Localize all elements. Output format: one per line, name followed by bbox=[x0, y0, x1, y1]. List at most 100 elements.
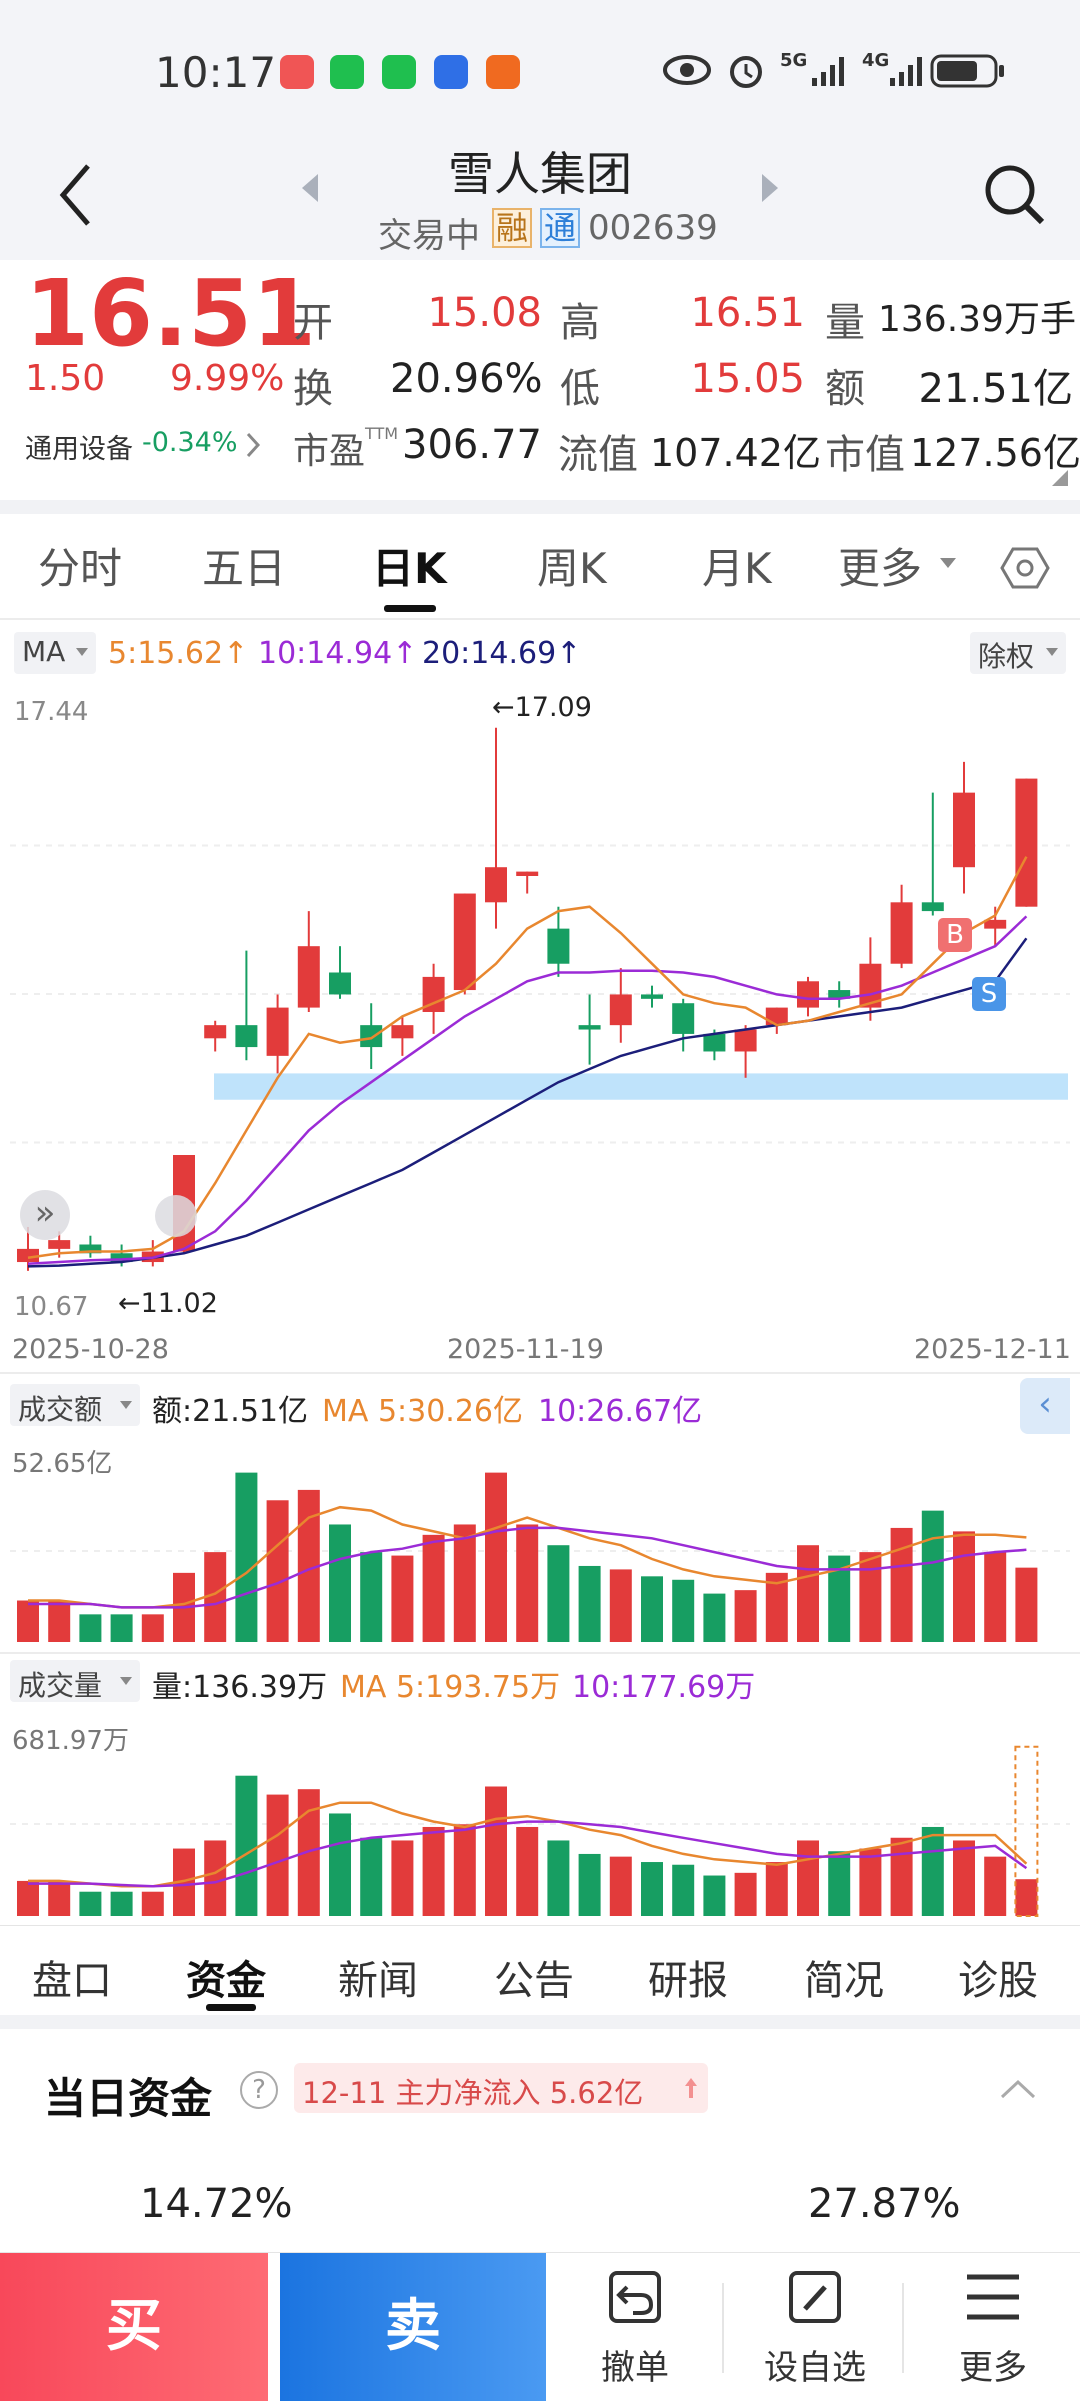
volume-bar-24 bbox=[765, 1862, 788, 1916]
volume-dropdown-icon bbox=[120, 1677, 132, 1685]
expand-chart-icon[interactable]: » bbox=[20, 1190, 70, 1240]
volume-bar-chart[interactable] bbox=[0, 1712, 1080, 1924]
sector-chevron-icon[interactable] bbox=[244, 430, 262, 460]
volume-bar-10 bbox=[329, 1813, 351, 1916]
tab-monthly-k[interactable]: 月K bbox=[702, 544, 772, 593]
volume-bar-25 bbox=[797, 1840, 819, 1916]
volume-bar-13 bbox=[422, 1826, 445, 1916]
candle-body-20 bbox=[641, 994, 663, 999]
bottom-divider-2 bbox=[902, 2283, 904, 2373]
more-dropdown-icon[interactable] bbox=[940, 558, 956, 570]
tab-intraday[interactable]: 分时 bbox=[38, 544, 123, 593]
sector-pct[interactable]: -0.34% bbox=[142, 427, 238, 458]
price-change: 1.50 bbox=[25, 358, 106, 399]
sector-name[interactable]: 通用设备 bbox=[25, 434, 133, 465]
stock-header: 雪人集团 交易中 融 通 002639 bbox=[0, 130, 1080, 260]
next-stock-icon[interactable] bbox=[758, 170, 782, 206]
amount-bar-26 bbox=[828, 1555, 851, 1642]
volume-ma10-readout: 10:177.69万 bbox=[572, 1670, 756, 1705]
ma-dropdown-icon bbox=[76, 648, 88, 656]
edit-icon bbox=[789, 2271, 841, 2323]
tab-diagnosis[interactable]: 诊股 bbox=[958, 1958, 1038, 2004]
stock-code: 002639 bbox=[588, 208, 718, 248]
volume-bar-16 bbox=[516, 1826, 539, 1916]
collapse-chevron-icon[interactable] bbox=[998, 2077, 1038, 2101]
amount-bar-0 bbox=[17, 1600, 39, 1642]
collapse-panel-icon[interactable]: ‹ bbox=[1020, 1378, 1070, 1434]
tab-orderbook[interactable]: 盘口 bbox=[32, 1958, 112, 2004]
tab-weekly-k[interactable]: 周K bbox=[537, 544, 607, 593]
amount-bar-11 bbox=[360, 1552, 383, 1642]
tab-research[interactable]: 研报 bbox=[648, 1958, 728, 2004]
volume-bar-17 bbox=[547, 1840, 570, 1916]
amount-bar-15 bbox=[485, 1472, 507, 1642]
volume-bar-15 bbox=[485, 1786, 507, 1916]
tab-news[interactable]: 新闻 bbox=[338, 1958, 418, 2004]
candle-body-14 bbox=[453, 893, 476, 991]
cancel-order-button[interactable]: 撤单 bbox=[560, 2267, 710, 2389]
candle-body-24 bbox=[765, 1007, 788, 1026]
search-icon[interactable] bbox=[980, 160, 1050, 230]
turnover-value: 20.96% bbox=[390, 356, 543, 402]
candle-body-31 bbox=[984, 919, 1007, 929]
amount-bar-10 bbox=[329, 1524, 351, 1642]
adjust-selector[interactable]: 除权 bbox=[970, 632, 1066, 674]
add-watchlist-button[interactable]: 设自选 bbox=[740, 2267, 890, 2389]
amount-indicator-selector[interactable]: 成交额 bbox=[10, 1384, 140, 1426]
candle-body-19 bbox=[609, 994, 632, 1026]
cancel-order-label: 撤单 bbox=[601, 2348, 669, 2388]
candle-body-18 bbox=[578, 1025, 601, 1030]
ma-selector[interactable]: MA bbox=[14, 632, 96, 674]
float-cap-label: 流值 bbox=[558, 432, 638, 478]
price-change-pct: 9.99% bbox=[170, 358, 285, 399]
amount-bar-21 bbox=[672, 1579, 695, 1642]
tab-daily-k[interactable]: 日K bbox=[372, 544, 447, 593]
help-icon[interactable]: ? bbox=[240, 2071, 278, 2109]
current-price: 16.51 bbox=[25, 260, 317, 367]
volume-bar-28 bbox=[890, 1837, 913, 1916]
volume-bar-19 bbox=[609, 1856, 632, 1916]
volume-indicator-selector[interactable]: 成交量 bbox=[10, 1660, 140, 1702]
net-inflow-text: 12-11 主力净流入 5.62亿 bbox=[302, 2076, 644, 2110]
buy-signal-badge[interactable]: B bbox=[938, 918, 972, 952]
tab-more[interactable]: 更多 bbox=[838, 544, 923, 593]
amount-bar-chart[interactable] bbox=[0, 1440, 1080, 1650]
amount-bar-20 bbox=[641, 1576, 663, 1642]
volume-bar-31 bbox=[984, 1856, 1007, 1916]
volume-bar-1 bbox=[48, 1880, 71, 1916]
main-outflow-pct: 27.87% bbox=[808, 2181, 961, 2227]
sell-button[interactable]: 卖 bbox=[280, 2253, 546, 2401]
more-button[interactable]: 更多 bbox=[918, 2267, 1068, 2389]
tab-profile[interactable]: 简况 bbox=[804, 1958, 884, 2004]
candle-body-6 bbox=[204, 1025, 227, 1039]
candle-body-9 bbox=[297, 946, 320, 1008]
tab-funds[interactable]: 资金 bbox=[186, 1958, 266, 2004]
fund-title: 当日资金 bbox=[44, 2074, 213, 2123]
support-band bbox=[214, 1073, 1068, 1100]
high-value: 16.51 bbox=[690, 290, 805, 336]
sell-signal-badge[interactable]: S bbox=[972, 977, 1006, 1011]
amount-bar-22 bbox=[703, 1593, 726, 1642]
info-tabs: 盘口 资金 新闻 公告 研报 简况 诊股 bbox=[0, 1925, 1080, 2015]
tab-five-day[interactable]: 五日 bbox=[202, 544, 287, 593]
amount-bar-27 bbox=[859, 1552, 882, 1642]
settings-hex-icon[interactable] bbox=[1000, 545, 1050, 591]
expand-corner-icon[interactable] bbox=[1050, 468, 1070, 488]
pe-value: 306.77 bbox=[402, 422, 542, 468]
buy-button[interactable]: 买 bbox=[0, 2253, 268, 2401]
ma-selector-label: MA bbox=[22, 635, 66, 668]
high-label: 高 bbox=[560, 300, 600, 346]
amount-bar-4 bbox=[141, 1614, 164, 1642]
candlestick-chart[interactable] bbox=[0, 685, 1080, 1375]
candle-body-29 bbox=[921, 902, 944, 912]
candle-body-8 bbox=[266, 1007, 289, 1056]
crosshair-icon[interactable] bbox=[155, 1195, 197, 1237]
connect-tag: 通 bbox=[540, 208, 581, 248]
price-axis-min: 10.67 bbox=[14, 1292, 89, 1322]
candle-body-0 bbox=[17, 1248, 39, 1263]
tab-announcements[interactable]: 公告 bbox=[494, 1958, 574, 2004]
back-icon[interactable] bbox=[55, 160, 95, 230]
prev-stock-icon[interactable] bbox=[298, 170, 322, 206]
margin-tag: 融 bbox=[492, 208, 533, 248]
battery-icon bbox=[930, 54, 1004, 88]
